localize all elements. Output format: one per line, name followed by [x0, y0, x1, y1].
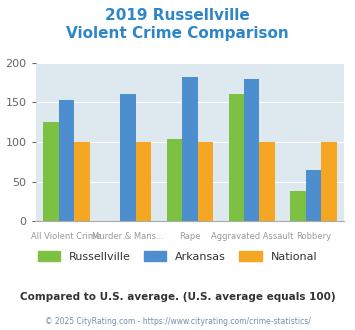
Text: Murder & Mans...: Murder & Mans...	[92, 232, 164, 241]
Bar	[290, 191, 306, 221]
Legend: Russellville, Arkansas, National: Russellville, Arkansas, National	[33, 247, 322, 267]
Text: © 2025 CityRating.com - https://www.cityrating.com/crime-statistics/: © 2025 CityRating.com - https://www.city…	[45, 317, 310, 326]
Bar	[182, 77, 198, 221]
Text: All Violent Crime: All Violent Crime	[31, 232, 102, 241]
Bar	[167, 139, 182, 221]
Bar	[244, 79, 260, 221]
Bar	[260, 142, 275, 221]
Bar	[43, 122, 59, 221]
Bar	[198, 142, 213, 221]
Bar	[59, 100, 74, 221]
Text: Robbery: Robbery	[296, 232, 331, 241]
Bar	[120, 94, 136, 221]
Text: 2019 Russellville: 2019 Russellville	[105, 8, 250, 23]
Text: Violent Crime Comparison: Violent Crime Comparison	[66, 26, 289, 41]
Text: Aggravated Assault: Aggravated Assault	[211, 232, 293, 241]
Bar	[306, 170, 321, 221]
Bar	[229, 94, 244, 221]
Bar	[321, 142, 337, 221]
Bar	[74, 142, 89, 221]
Text: Rape: Rape	[179, 232, 201, 241]
Text: Compared to U.S. average. (U.S. average equals 100): Compared to U.S. average. (U.S. average …	[20, 292, 335, 302]
Bar	[136, 142, 151, 221]
